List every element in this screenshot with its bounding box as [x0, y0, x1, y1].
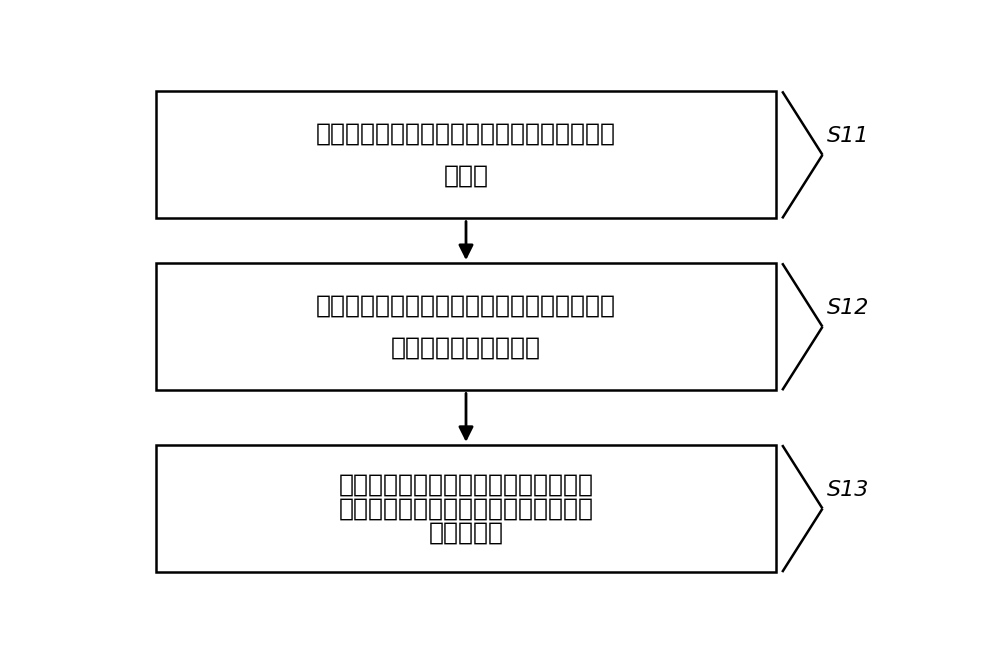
- Text: S13: S13: [826, 479, 869, 499]
- Text: S12: S12: [826, 298, 869, 318]
- Text: 判断目标数据是否大于预设参数数据，若是，: 判断目标数据是否大于预设参数数据，若是，: [316, 294, 616, 318]
- Text: 通过摄像模组的驱动器增大所述马达的: 通过摄像模组的驱动器增大所述马达的: [338, 473, 594, 497]
- FancyBboxPatch shape: [156, 263, 776, 390]
- Text: 异物的问题: 异物的问题: [428, 520, 504, 545]
- FancyBboxPatch shape: [156, 91, 776, 219]
- Text: 则判定马达底部有异物: 则判定马达底部有异物: [391, 336, 541, 360]
- Text: 标数据: 标数据: [444, 164, 488, 188]
- FancyBboxPatch shape: [156, 445, 776, 572]
- Text: 获取摄像模组马达启动时的参数数据，得到目: 获取摄像模组马达启动时的参数数据，得到目: [316, 122, 616, 146]
- Text: S11: S11: [826, 126, 869, 146]
- Text: 启动电流，以解决摄像模组马达底部有: 启动电流，以解决摄像模组马达底部有: [338, 497, 594, 521]
